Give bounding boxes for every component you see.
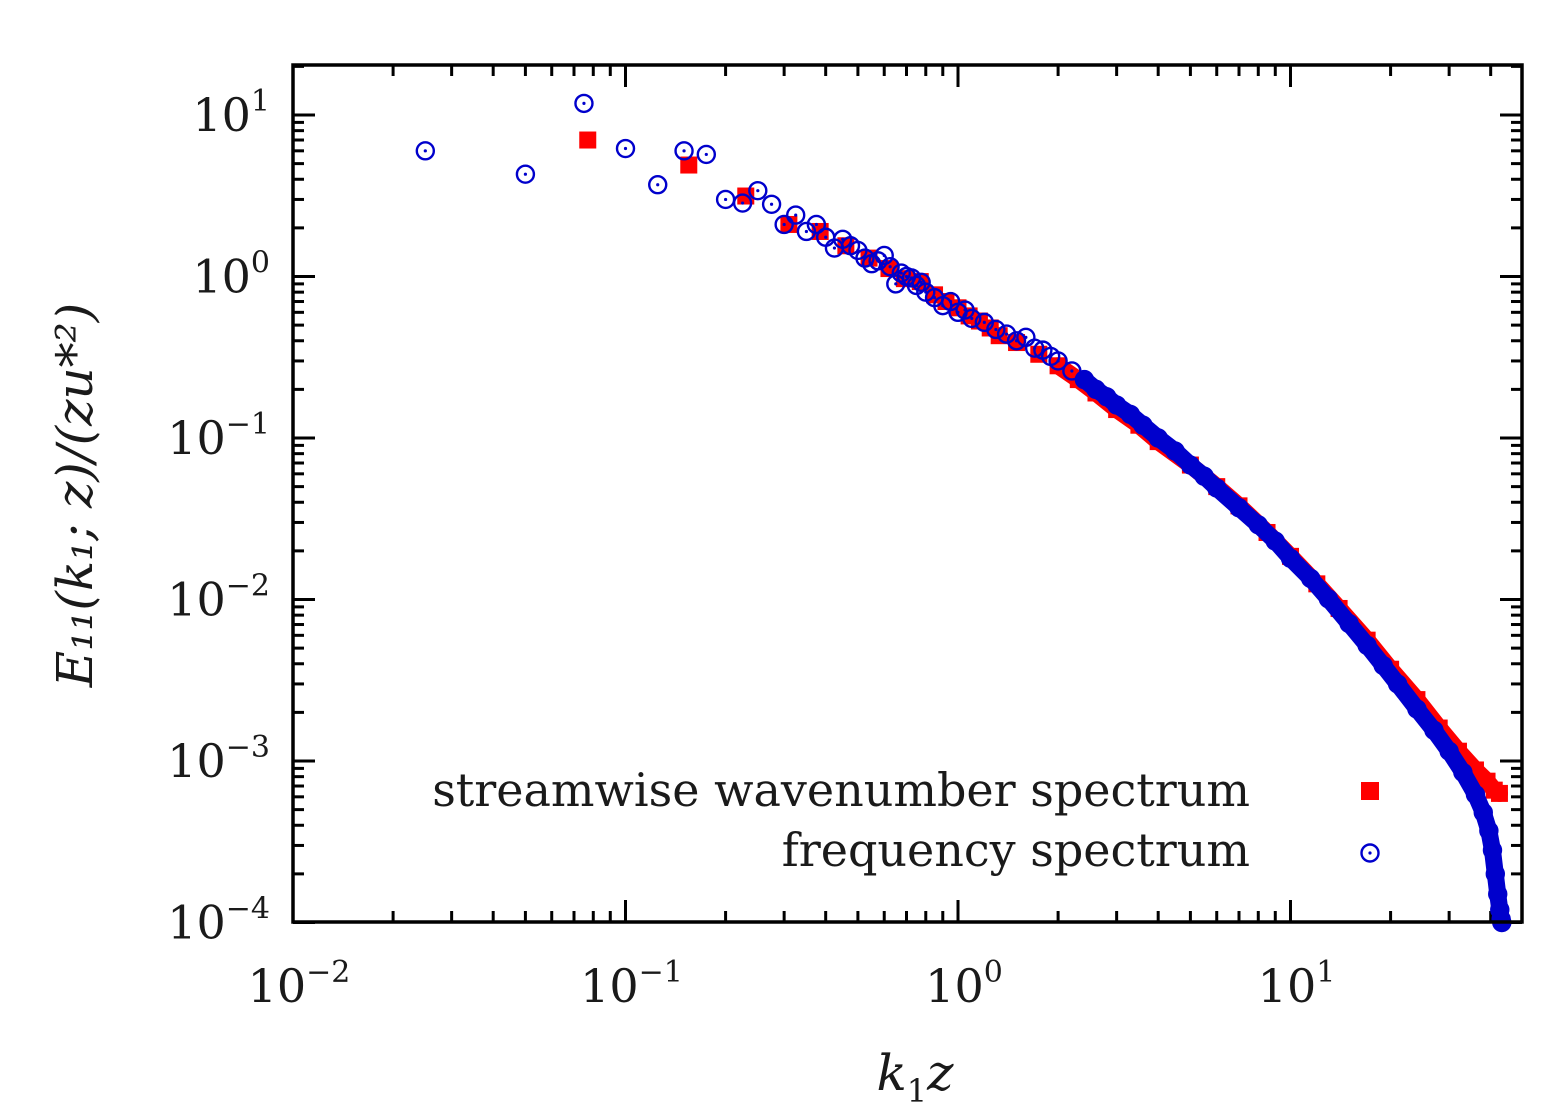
y-tick-label: 10−3 [167, 730, 270, 788]
y-axis-label: E₁₁(k₁; z)/(zu*²) [46, 303, 104, 688]
y-tick-label: 10−2 [167, 569, 270, 627]
wavenumber-point [780, 215, 798, 233]
plot-frame [291, 63, 1524, 924]
frequency-point [648, 175, 668, 195]
legend: streamwise wavenumber spectrum frequency… [432, 763, 1380, 877]
frequency-point [796, 221, 817, 242]
frequency-point [880, 256, 900, 277]
series-frequency [415, 93, 1512, 933]
legend-label-wavenumber: streamwise wavenumber spectrum [432, 763, 1250, 817]
frequency-point [962, 308, 982, 329]
frequency-point [732, 193, 753, 213]
legend-marker-square-icon [1361, 782, 1379, 800]
y-tick-label: 10−4 [167, 892, 270, 950]
frequency-point [574, 93, 594, 114]
frequency-point [996, 324, 1017, 344]
y-tick-label: 100 [192, 246, 270, 304]
frequency-point [986, 319, 1006, 340]
frequency-point [911, 272, 931, 293]
frequency-point [806, 214, 827, 235]
y-tick-label: 10−1 [167, 407, 270, 465]
legend-marker-circle-icon [1360, 843, 1380, 863]
frequency-point [615, 138, 636, 159]
x-tick-label: 10−2 [248, 955, 351, 1013]
wavenumber-point [680, 156, 698, 174]
tick-labels: 10−2 10−1 100 101 101 100 10−1 10−2 10−3 10−4 [167, 84, 1335, 1013]
frequency-point [415, 141, 436, 161]
x-axis-label-k: k [876, 1044, 906, 1102]
x-axis-label: k1z [876, 1044, 954, 1106]
frequency-point [696, 144, 717, 165]
x-axis-label-z: z [926, 1044, 954, 1102]
frequency-point [761, 194, 782, 214]
x-tick-label: 101 [1258, 955, 1336, 1013]
x-tick-label: 100 [925, 955, 1003, 1013]
y-tick-label: 101 [192, 84, 270, 142]
wavenumber-point [579, 131, 597, 149]
frequency-point [748, 180, 768, 201]
frequency-point [674, 141, 694, 161]
frequency-point [774, 214, 794, 235]
x-axis-label-sub: 1 [907, 1072, 927, 1106]
x-tick-label: 10−1 [580, 955, 683, 1013]
frequency-point [515, 164, 536, 184]
frequency-point [786, 205, 806, 225]
legend-label-frequency: frequency spectrum [782, 823, 1250, 877]
frequency-point [874, 245, 894, 266]
frequency-point [1048, 351, 1068, 371]
frequency-dense-band [1075, 371, 1511, 931]
tick-marks [291, 64, 1522, 924]
